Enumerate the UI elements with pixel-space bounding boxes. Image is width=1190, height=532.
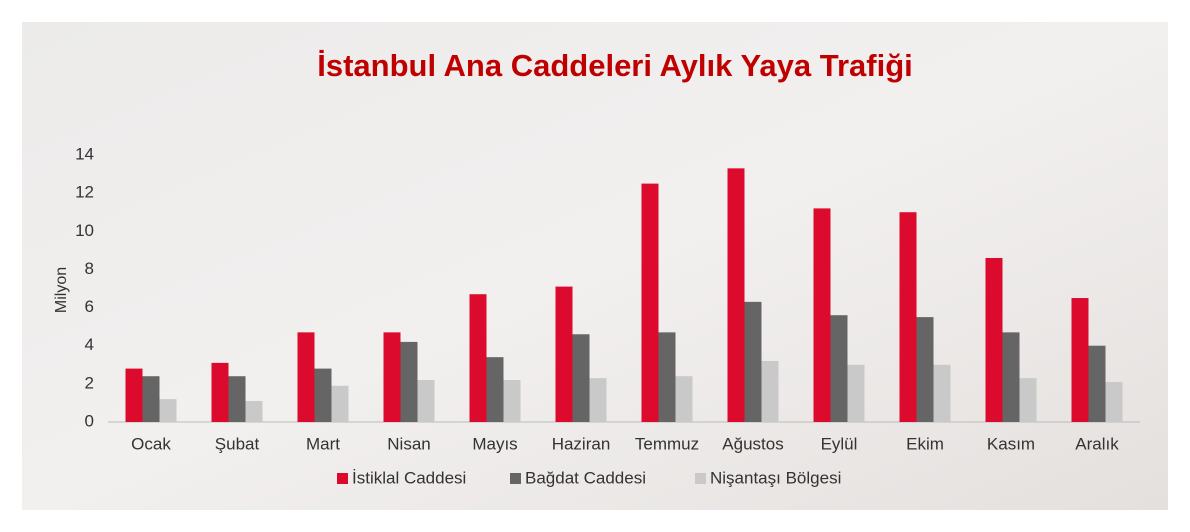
bar bbox=[641, 183, 659, 422]
legend-label: İstiklal Caddesi bbox=[352, 468, 466, 487]
bar bbox=[486, 357, 504, 422]
y-tick-label: 12 bbox=[75, 183, 94, 202]
legend-swatch bbox=[695, 473, 706, 484]
y-axis-label: Milyon bbox=[53, 267, 70, 313]
bar bbox=[314, 368, 332, 422]
x-tick-label: Eylül bbox=[821, 434, 858, 453]
bar bbox=[675, 376, 693, 422]
bar bbox=[331, 385, 349, 422]
bar bbox=[933, 364, 951, 422]
x-tick-label: Ocak bbox=[131, 434, 171, 453]
bar bbox=[899, 212, 917, 422]
bar bbox=[572, 334, 590, 422]
y-tick-label: 4 bbox=[85, 335, 94, 354]
bar bbox=[1105, 381, 1123, 422]
bar bbox=[1002, 332, 1020, 422]
bar bbox=[159, 399, 177, 422]
bar bbox=[830, 315, 848, 422]
bar bbox=[727, 168, 745, 422]
chart-title: İstanbul Ana Caddeleri Aylık Yaya Trafiğ… bbox=[317, 48, 913, 83]
bar bbox=[555, 286, 573, 422]
y-tick-label: 10 bbox=[75, 221, 94, 240]
bar bbox=[658, 332, 676, 422]
x-tick-label: Haziran bbox=[552, 434, 611, 453]
x-tick-label: Şubat bbox=[215, 434, 260, 453]
bar bbox=[503, 380, 521, 422]
x-tick-label: Nisan bbox=[387, 434, 430, 453]
x-tick-label: Mart bbox=[306, 434, 340, 453]
bar bbox=[142, 376, 160, 422]
legend-label: Nişantaşı Bölgesi bbox=[710, 468, 841, 487]
y-tick-label: 6 bbox=[85, 297, 94, 316]
y-tick-label: 0 bbox=[85, 411, 94, 430]
y-tick-label: 14 bbox=[75, 144, 94, 163]
bar bbox=[400, 341, 418, 422]
y-tick-label: 8 bbox=[85, 259, 94, 278]
legend-swatch bbox=[510, 473, 521, 484]
bar bbox=[985, 257, 1003, 422]
bar bbox=[469, 294, 487, 422]
bar bbox=[1088, 345, 1106, 422]
bar bbox=[1019, 378, 1037, 422]
legend-label: Bağdat Caddesi bbox=[525, 468, 646, 487]
x-tick-label: Kasım bbox=[987, 434, 1035, 453]
bar bbox=[813, 208, 831, 422]
bar bbox=[761, 360, 779, 422]
x-tick-label: Mayıs bbox=[472, 434, 517, 453]
background bbox=[22, 22, 1168, 510]
x-tick-label: Aralık bbox=[1075, 434, 1119, 453]
x-tick-label: Ağustos bbox=[722, 434, 783, 453]
y-tick-label: 2 bbox=[85, 373, 94, 392]
bar bbox=[245, 401, 263, 422]
bar bbox=[297, 332, 315, 422]
x-tick-label: Temmuz bbox=[635, 434, 699, 453]
bar bbox=[589, 378, 607, 422]
bar bbox=[228, 376, 246, 422]
legend-swatch bbox=[337, 473, 348, 484]
bar bbox=[916, 317, 934, 422]
bar bbox=[1071, 298, 1089, 422]
bar bbox=[211, 362, 229, 422]
bar bbox=[744, 301, 762, 422]
bar bbox=[383, 332, 401, 422]
bar bbox=[125, 368, 143, 422]
x-tick-label: Ekim bbox=[906, 434, 944, 453]
bar bbox=[417, 380, 435, 422]
bar bbox=[847, 364, 865, 422]
